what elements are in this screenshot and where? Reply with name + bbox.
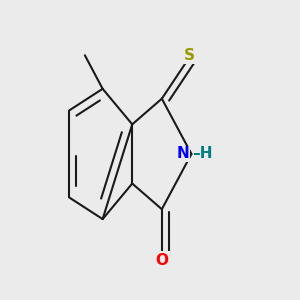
Text: O: O — [155, 253, 168, 268]
Text: –H: –H — [192, 146, 213, 161]
Text: N: N — [177, 146, 190, 161]
Text: S: S — [184, 48, 195, 63]
